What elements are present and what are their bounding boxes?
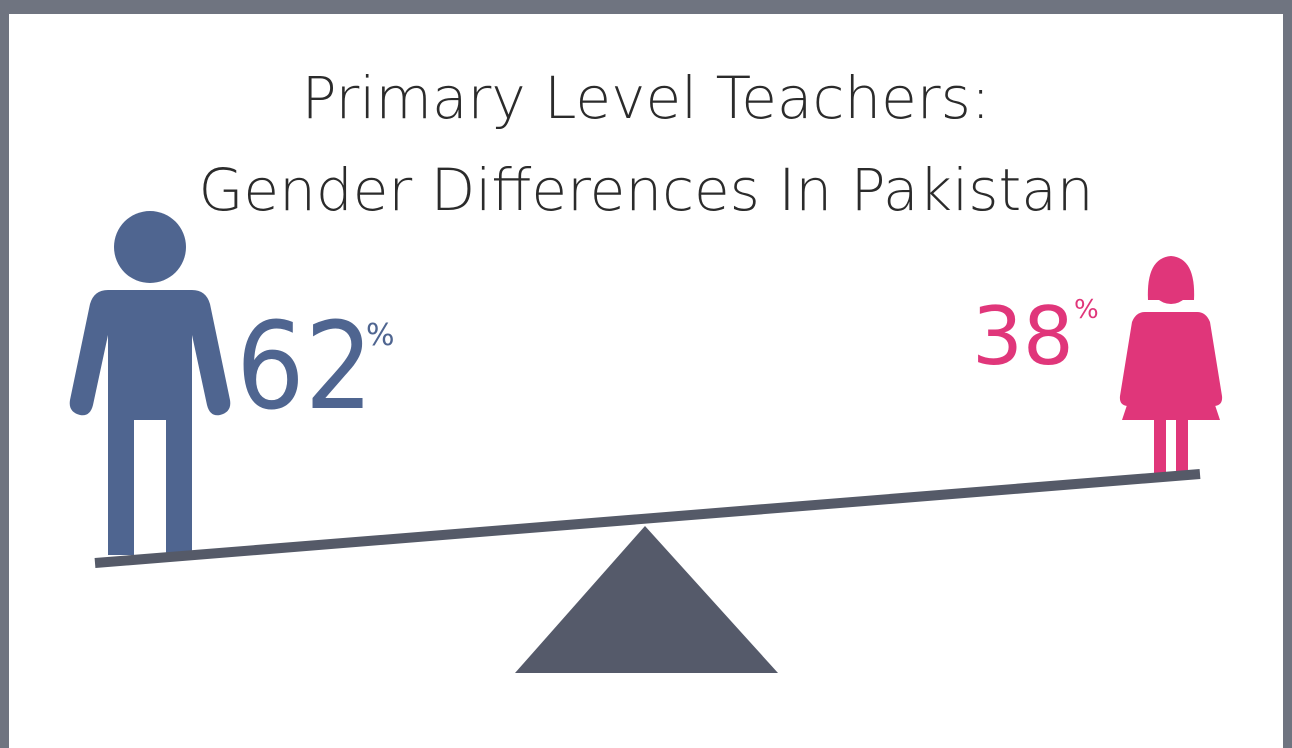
female-unit: % bbox=[1074, 295, 1099, 325]
title-line: Gender Differences In Pakistan bbox=[198, 156, 1093, 224]
female-value: 38 bbox=[972, 290, 1074, 383]
male-figure bbox=[69, 211, 231, 555]
seesaw-beam bbox=[94, 469, 1201, 568]
fulcrum bbox=[515, 526, 778, 673]
male-value: 62 bbox=[236, 298, 373, 437]
male-unit: % bbox=[366, 318, 395, 353]
title-line: Primary Level Teachers: bbox=[302, 64, 991, 132]
female-figure bbox=[1119, 256, 1223, 478]
